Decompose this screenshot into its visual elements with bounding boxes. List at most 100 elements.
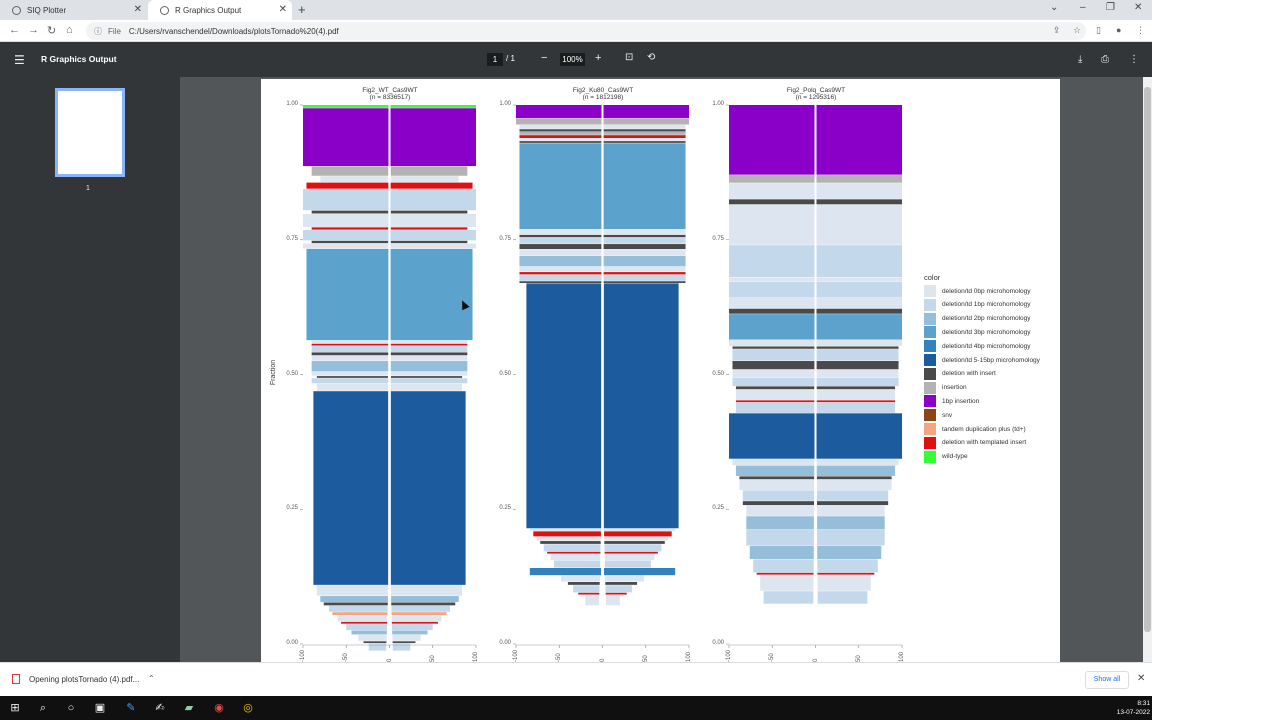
task-view-icon[interactable]: ▣ — [94, 702, 106, 714]
legend-item: deletion/td 1bp microhomology — [924, 298, 1031, 311]
panel-title-text: Fig2_WT_Cas9WT — [362, 87, 418, 94]
fit-page-icon[interactable]: ⊡ — [625, 52, 634, 63]
show-all-button[interactable]: Show all — [1085, 671, 1129, 689]
download-icon[interactable]: ⤓ — [1078, 54, 1083, 65]
legend-item: deletion/td 0bp microhomology — [924, 285, 1031, 297]
legend-swatch — [924, 436, 936, 449]
page-number-input[interactable]: 1 — [487, 53, 503, 66]
home-icon[interactable]: ⌂ — [66, 24, 73, 36]
app-icon[interactable]: ◉ — [214, 702, 224, 714]
profile-avatar-icon[interactable]: ● — [1116, 25, 1122, 35]
stack-segment-right — [816, 245, 902, 278]
stack-segment-left — [303, 213, 389, 227]
forward-button[interactable]: → — [28, 24, 39, 36]
stack-segment-right — [816, 476, 892, 480]
stack-segment-right — [390, 227, 468, 230]
stack-segment-left — [303, 105, 389, 108]
legend-item: deletion/td 2bp microhomology — [924, 312, 1031, 325]
tab-search-icon[interactable]: ⌄ — [1050, 2, 1059, 13]
stack-segment-right — [605, 585, 632, 593]
stack-segment-left — [519, 124, 602, 129]
info-icon[interactable]: ⓘ — [94, 26, 102, 36]
zoom-level-input[interactable]: 100% — [560, 53, 585, 66]
stack-segment-left — [763, 591, 814, 604]
chrome-icon[interactable]: ◎ — [243, 702, 253, 714]
bookmark-star-icon[interactable]: ☆ — [1073, 25, 1082, 35]
close-icon[interactable]: ✕ — [133, 4, 142, 15]
tab-r-graphics-output[interactable]: R Graphics Output ✕ — [148, 0, 292, 20]
minimize-button[interactable]: – — [1080, 2, 1086, 13]
back-button[interactable]: ← — [9, 24, 20, 36]
legend-label: deletion with insert — [942, 370, 996, 378]
stack-segment-right — [390, 352, 468, 356]
stack-segment-left — [341, 621, 388, 624]
stack-segment-left — [729, 245, 815, 278]
kebab-menu-icon[interactable]: ⋮ — [1136, 25, 1145, 35]
legend-item: deletion/td 4bp microhomology — [924, 340, 1031, 353]
chevron-up-icon[interactable]: ⌃ — [148, 674, 155, 683]
close-icon[interactable]: ✕ — [278, 4, 287, 15]
more-actions-icon[interactable]: ⋮ — [1129, 54, 1139, 65]
stack-segment-left — [739, 476, 815, 480]
app-icon[interactable]: ▰ — [184, 702, 194, 714]
download-item[interactable]: Opening plotsTornado (4).pdf... — [12, 674, 139, 684]
stack-segment-left — [337, 615, 388, 622]
windows-start-icon[interactable]: ⊞ — [10, 702, 20, 714]
rotate-icon[interactable]: ⟲ — [647, 52, 656, 63]
stack-segment-left — [756, 572, 814, 575]
address-url[interactable]: C:/Users/rvanschendel/Downloads/plotsTor… — [128, 26, 339, 36]
print-icon[interactable]: ⎙ — [1101, 54, 1109, 65]
tab-siq-plotter[interactable]: SIQ Plotter ✕ — [0, 0, 147, 20]
stack-segment-right — [390, 108, 476, 167]
close-download-bar-icon[interactable]: ✕ — [1137, 673, 1146, 684]
x-tick-label: -50 — [556, 653, 563, 662]
legend-swatch — [924, 285, 936, 297]
scrollbar-thumb[interactable] — [1144, 87, 1151, 632]
stack-segment-right — [390, 230, 476, 241]
stack-segment-left — [328, 605, 388, 612]
hamburger-menu-icon[interactable]: ☰ — [14, 53, 25, 67]
side-panel-icon[interactable]: ▯ — [1096, 25, 1101, 35]
new-tab-button[interactable]: + — [298, 2, 306, 17]
stack-segment-right — [816, 377, 899, 386]
stack-segment-left — [320, 176, 388, 183]
restore-button[interactable]: ❐ — [1106, 2, 1115, 13]
stack-segment-right — [817, 559, 878, 573]
stack-segment-right — [603, 234, 686, 238]
stack-segment-left — [316, 383, 389, 391]
stack-segment-right — [816, 386, 896, 390]
legend-label: snv — [942, 411, 953, 419]
y-tick-label: 0.50 — [286, 370, 298, 377]
cortana-icon[interactable]: ○ — [67, 702, 75, 714]
stack-segment-left — [732, 377, 815, 386]
address-bar[interactable]: ⓘ File C:/Users/rvanschendel/Downloads/p… — [86, 22, 1086, 40]
stack-segment-right — [816, 105, 902, 175]
app-icon[interactable]: ✍ — [155, 702, 165, 714]
stack-segment-right — [816, 346, 899, 349]
vertical-scrollbar[interactable] — [1143, 77, 1152, 662]
stack-segment-right — [603, 266, 686, 272]
zoom-out-button[interactable]: − — [541, 52, 548, 64]
app-icon[interactable]: ✎ — [126, 702, 136, 714]
stack-segment-right — [390, 391, 466, 585]
stack-segment-left — [760, 575, 814, 591]
stack-segment-left — [311, 227, 389, 230]
share-icon[interactable]: ⇪ — [1053, 25, 1061, 35]
globe-icon — [12, 5, 21, 15]
stack-segment-right — [603, 141, 686, 143]
stack-segment-left — [346, 624, 387, 631]
taskbar-clock[interactable]: 8:31 13-07-2022 — [1108, 699, 1150, 717]
y-tick-label: 0.25 — [712, 505, 724, 512]
stack-segment-right — [390, 343, 468, 346]
thumbnail-page-number: 1 — [86, 185, 90, 192]
stack-segment-right — [603, 272, 686, 275]
page-total: / 1 — [506, 54, 515, 63]
stack-segment-right — [390, 213, 476, 227]
x-tick-label: -50 — [769, 653, 776, 662]
stack-segment-right — [816, 400, 896, 403]
page-thumbnail[interactable] — [55, 88, 125, 177]
search-icon[interactable]: ⌕ — [39, 702, 47, 714]
window-close-button[interactable]: ✕ — [1134, 2, 1143, 13]
zoom-in-button[interactable]: + — [595, 52, 602, 64]
reload-button[interactable]: ↻ — [47, 25, 57, 37]
